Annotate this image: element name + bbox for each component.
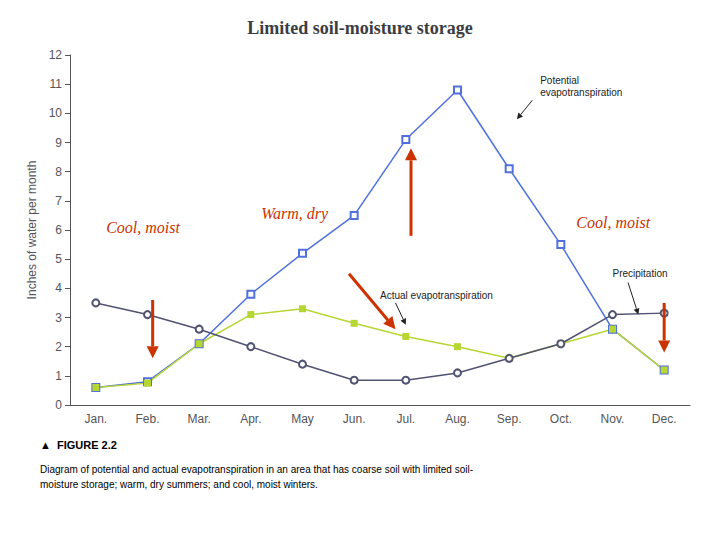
svg-text:7: 7: [55, 194, 62, 208]
svg-text:3: 3: [55, 311, 62, 325]
svg-text:Sep.: Sep.: [497, 412, 522, 426]
svg-text:Jul.: Jul.: [396, 412, 415, 426]
svg-text:evapotranspiration: evapotranspiration: [540, 87, 622, 98]
svg-text:Oct.: Oct.: [550, 412, 572, 426]
svg-text:moisture storage; warm, dry su: moisture storage; warm, dry summers; and…: [40, 479, 318, 490]
svg-text:2: 2: [55, 340, 62, 354]
svg-text:Potential: Potential: [540, 75, 579, 86]
svg-text:Nov.: Nov.: [601, 412, 625, 426]
svg-text:May: May: [291, 412, 314, 426]
svg-text:6: 6: [55, 223, 62, 237]
svg-text:Diagram of potential and actua: Diagram of potential and actual evapotra…: [40, 464, 473, 475]
svg-text:Apr.: Apr.: [240, 412, 261, 426]
svg-text:Jan.: Jan.: [84, 412, 107, 426]
svg-text:Aug.: Aug.: [445, 412, 470, 426]
svg-text:8: 8: [55, 165, 62, 179]
svg-text:Actual evapotranspiration: Actual evapotranspiration: [380, 290, 493, 301]
svg-text:5: 5: [55, 252, 62, 266]
svg-text:Limited soil-moisture storage: Limited soil-moisture storage: [247, 18, 473, 38]
svg-text:Warm, dry: Warm, dry: [261, 205, 329, 223]
svg-text:Mar.: Mar.: [187, 412, 210, 426]
svg-text:Jun.: Jun.: [343, 412, 366, 426]
svg-text:12: 12: [49, 48, 63, 62]
svg-text:Dec.: Dec.: [652, 412, 677, 426]
svg-text:Precipitation: Precipitation: [613, 268, 668, 279]
svg-text:▲ FIGURE 2.2: ▲ FIGURE 2.2: [40, 439, 117, 451]
svg-text:Cool, moist: Cool, moist: [576, 214, 650, 231]
svg-text:11: 11: [50, 77, 63, 91]
svg-text:Cool, moist: Cool, moist: [106, 219, 180, 236]
svg-text:Feb.: Feb.: [135, 412, 159, 426]
svg-text:0: 0: [55, 398, 62, 412]
svg-text:1: 1: [55, 369, 62, 383]
svg-text:9: 9: [55, 136, 62, 150]
svg-text:10: 10: [49, 106, 63, 120]
svg-text:Inches of water per month: Inches of water per month: [25, 161, 39, 300]
svg-text:4: 4: [55, 281, 62, 295]
